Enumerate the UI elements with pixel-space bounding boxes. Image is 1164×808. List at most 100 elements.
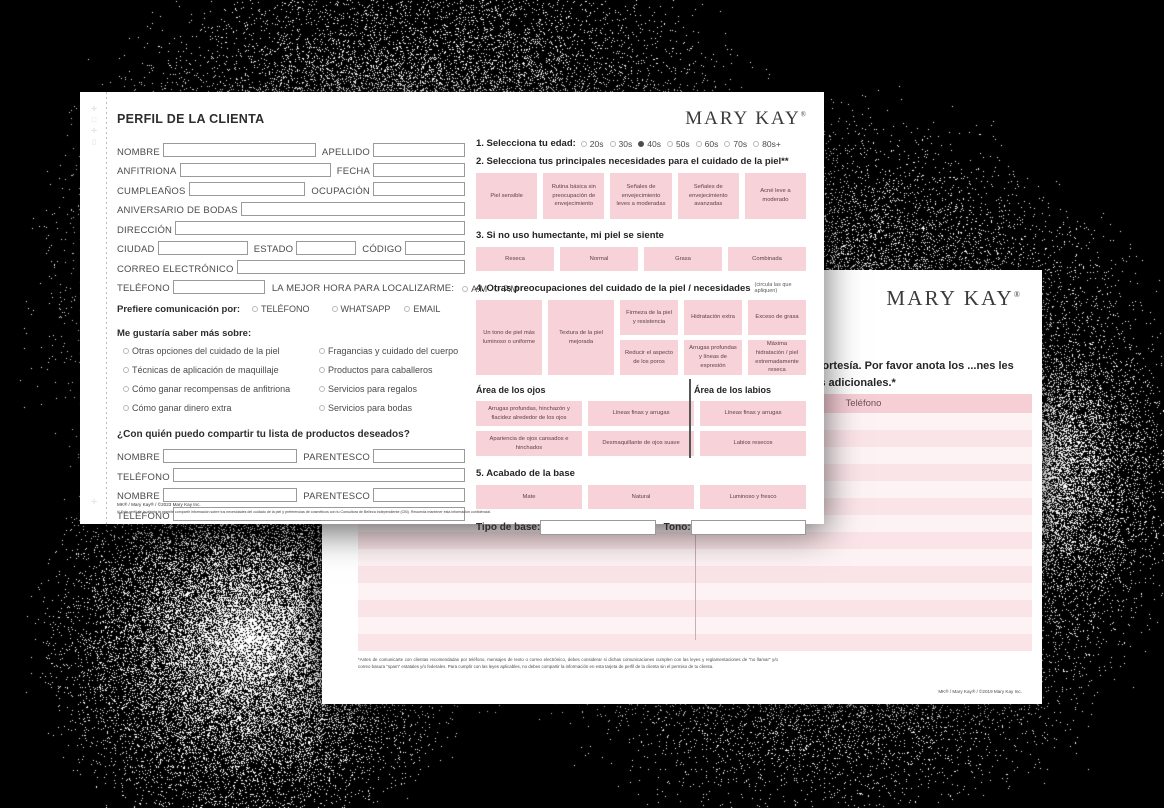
label-share-nombre-1: NOMBRE (117, 453, 163, 463)
skin-concern-option[interactable]: Máxima hidratación / piel extremadamente… (748, 340, 806, 375)
skin-feel-option[interactable]: Combinada (728, 247, 806, 271)
skin-concern-stack: Firmeza de la piel y resistencia Reducir … (620, 300, 678, 375)
skin-concern-stack: Hidratación extra Arrugas profundas y lín… (684, 300, 742, 375)
eye-area-option[interactable]: Líneas finas y arrugas (588, 401, 694, 426)
question-4-hint: (circula las que apliquen) (755, 282, 806, 294)
learn-more-option-label: Servicios para bodas (328, 403, 412, 413)
foundation-finish-option[interactable]: Luminoso y fresco (700, 485, 806, 509)
input-nombre[interactable] (163, 143, 316, 157)
learn-more-option[interactable]: Fragancias y cuidado del cuerpo (313, 346, 465, 356)
prefer-option-email[interactable]: EMAIL (390, 304, 440, 314)
skincare-need-option[interactable]: Señales de envejecimiento leves a modera… (610, 173, 671, 219)
learn-more-option[interactable]: Servicios para regalos (313, 384, 465, 394)
learn-more-option[interactable]: Cómo ganar recompensas de anfitriona (117, 384, 313, 394)
input-share-parentesco-2[interactable] (373, 488, 465, 502)
question-4-row: 4. Otras preocupaciones del cuidado de l… (476, 282, 806, 294)
eye-area-column-1: Arrugas profundas, hinchazón y flacidez … (476, 401, 582, 456)
age-option-label: 70s (733, 139, 747, 149)
input-apellido[interactable] (373, 143, 465, 157)
skincare-need-option[interactable]: Piel sensible (476, 173, 537, 219)
bar-mark-icon: ▯ (92, 139, 96, 146)
input-share-nombre-2[interactable] (163, 488, 297, 502)
prefer-option-whatsapp[interactable]: WHATSAPP (310, 304, 391, 314)
skin-feel-option[interactable]: Reseca (476, 247, 554, 271)
foundation-finish-option[interactable]: Mate (476, 485, 582, 509)
registration-marks: ✛ □ ✛ ▯ (86, 106, 102, 146)
skin-concern-option[interactable]: Un tono de piel más luminoso o uniforme (476, 300, 542, 375)
learn-more-option[interactable]: Servicios para bodas (313, 403, 465, 413)
age-option-80splus[interactable]: 80s+ (753, 139, 781, 149)
eye-area-option[interactable]: Desmaquillante de ojos suave (588, 431, 694, 456)
skincare-need-option[interactable]: Rutina básica sin preocupación de enveje… (543, 173, 604, 219)
question-2-label: 2. Selecciona tus principales necesidade… (476, 156, 806, 167)
input-cumpleanos[interactable] (189, 182, 306, 196)
crosshair-icon: ✛ (91, 106, 97, 113)
question-3-options: Reseca Normal Grasa Combinada (476, 247, 806, 271)
mary-kay-logo-back: MARY KAY® (886, 286, 1020, 311)
skin-concern-option[interactable]: Reducir el aspecto de los poros (620, 340, 678, 375)
learn-more-option[interactable]: Otras opciones del cuidado de la piel (117, 346, 313, 356)
label-apellido: APELLIDO (316, 148, 373, 158)
radio-circle-icon (123, 386, 129, 392)
foundation-finish-option[interactable]: Natural (588, 485, 694, 509)
prefer-option-whatsapp-label: WHATSAPP (341, 304, 391, 314)
input-share-nombre-1[interactable] (163, 449, 297, 463)
front-card-footnote: ** Este perfil de la clienta te permite … (117, 510, 807, 515)
input-correo-electronico[interactable] (237, 260, 465, 274)
lip-area-option[interactable]: Líneas finas y arrugas (700, 401, 806, 426)
skin-concern-option[interactable]: Arrugas profundas y líneas de expresión (684, 340, 742, 375)
learn-more-option[interactable]: Productos para caballeros (313, 365, 465, 375)
learn-more-option[interactable]: Técnicas de aplicación de maquillaje (117, 365, 313, 375)
crosshair-icon-bottom: ✛ (91, 499, 97, 506)
front-card-copyright: MK® / Mary Kay® / ©2023 Mary Kay Inc. (117, 502, 201, 507)
eye-area-option[interactable]: Apariencia de ojos cansados e hinchados (476, 431, 582, 456)
skin-concern-option[interactable]: Exceso de grasa (748, 300, 806, 335)
age-option-50s[interactable]: 50s (667, 139, 690, 149)
skincare-need-option[interactable]: Señales de envejecimiento avanzadas (678, 173, 739, 219)
input-ciudad[interactable] (158, 241, 248, 255)
front-card: ✛ □ ✛ ▯ ✛ PERFIL DE LA CLIENTA NOMBRE AP… (80, 92, 824, 524)
input-tono[interactable] (691, 520, 806, 535)
eye-area-option[interactable]: Arrugas profundas, hinchazón y flacidez … (476, 401, 582, 426)
label-nombre: NOMBRE (117, 148, 163, 158)
input-aniversario-bodas[interactable] (241, 202, 465, 216)
input-telefono[interactable] (173, 280, 265, 294)
skin-concern-option[interactable]: Hidratación extra (684, 300, 742, 335)
input-share-telefono-1[interactable] (173, 468, 465, 482)
label-tono: Tono: (664, 522, 691, 533)
input-codigo[interactable] (405, 241, 465, 255)
skin-concern-option[interactable]: Textura de la piel mejorada (548, 300, 614, 375)
skin-feel-option[interactable]: Normal (560, 247, 638, 271)
learn-more-option-label: Servicios para regalos (328, 384, 417, 394)
skin-concern-option[interactable]: Firmeza de la piel y resistencia (620, 300, 678, 335)
input-estado[interactable] (296, 241, 356, 255)
learn-more-option[interactable]: Cómo ganar dinero extra (117, 403, 313, 413)
label-share-telefono-1: TELÉFONO (117, 473, 173, 483)
radio-circle-icon (319, 367, 325, 373)
input-direccion[interactable] (175, 221, 465, 235)
input-share-parentesco-1[interactable] (373, 449, 465, 463)
age-option-70s[interactable]: 70s (724, 139, 747, 149)
learn-more-option-label: Otras opciones del cuidado de la piel (132, 346, 280, 356)
question-4-label: 4. Otras preocupaciones del cuidado de l… (476, 283, 751, 294)
input-anfitriona[interactable] (180, 163, 331, 177)
age-option-30s[interactable]: 30s (610, 139, 633, 149)
lip-area-option[interactable]: Labios resecos (700, 431, 806, 456)
prefer-option-telefono[interactable]: TELÉFONO (240, 304, 310, 314)
skin-feel-option[interactable]: Grasa (644, 247, 722, 271)
label-ocupacion: OCUPACIÓN (305, 187, 373, 197)
skin-concern-stack: Exceso de grasa Máxima hidratación / piel… (748, 300, 806, 375)
age-option-20s[interactable]: 20s (581, 139, 604, 149)
eye-area-column-2: Líneas finas y arrugas Desmaquillante de … (588, 401, 694, 456)
age-option-40s[interactable]: 40s (638, 139, 661, 149)
label-estado: ESTADO (248, 245, 297, 255)
learn-more-option-label: Cómo ganar recompensas de anfitriona (132, 384, 290, 394)
age-option-label: 60s (705, 139, 719, 149)
age-option-60s[interactable]: 60s (696, 139, 719, 149)
radio-circle-am-icon (462, 286, 468, 292)
input-tipo-de-base[interactable] (540, 520, 655, 535)
learn-more-heading: Me gustaría saber más sobre: (117, 328, 465, 339)
input-fecha[interactable] (373, 163, 465, 177)
skincare-need-option[interactable]: Acné leve a moderado (745, 173, 806, 219)
input-ocupacion[interactable] (373, 182, 465, 196)
